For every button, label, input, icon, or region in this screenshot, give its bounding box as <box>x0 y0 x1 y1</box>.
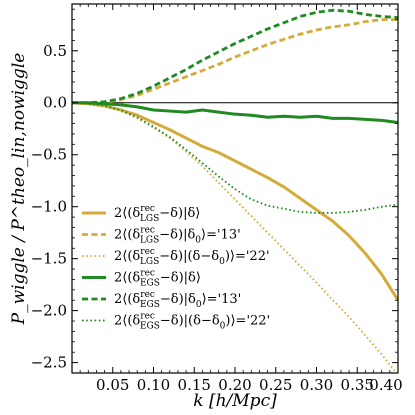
legend-prefix: 2 <box>114 249 122 264</box>
legend-bracket: ⟨(δ <box>122 314 140 329</box>
series-line-1 <box>72 18 398 105</box>
legend: 2⟨(δrec LGS−δ)|δ⟩2⟨(δrec LGS−δ)|δ0⟩='13'2⟨… <box>82 204 270 332</box>
plot-area <box>71 3 399 374</box>
axis-ticks: 0.05 0.10 0.15 0.20 0.25 0.30 0.350.40 0.5 0.0 −0… <box>31 4 403 394</box>
legend-sup: rec <box>140 290 155 300</box>
legend-mid-sub: 0 <box>220 322 226 332</box>
legend-label-0: 2⟨(δrec LGS−δ)|δ⟩ <box>114 204 200 224</box>
x-tick-label-2: 0.15 <box>178 376 211 394</box>
legend-sub: EGS <box>140 300 160 310</box>
legend-bracket: ⟨(δ <box>122 228 140 243</box>
legend-middle: −δ)|(δ−δ <box>160 314 220 329</box>
y-tick-label-0: 0.5 <box>43 42 67 60</box>
legend-label-5: 2⟨(δrec EGS−δ)|(δ−δ0)⟩='22' <box>114 312 270 332</box>
x-tick-label-3: 0.20 <box>218 376 251 394</box>
legend-middle2: ⟩='13' <box>201 228 241 243</box>
legend-mid-sub: 0 <box>195 236 201 246</box>
x-axis-title: k [h/Mpc] <box>193 391 277 411</box>
legend-sup: rec <box>140 247 155 257</box>
legend-sup: rec <box>140 226 155 236</box>
legend-middle2: )⟩='22' <box>225 249 270 264</box>
legend-label-2: 2⟨(δrec LGS−δ)|(δ−δ0)⟩='22' <box>114 247 270 267</box>
y-axis-title: P_wiggle / P^theo_lin,nowiggle <box>9 53 29 326</box>
legend-label-3: 2⟨(δrec EGS−δ)|δ⟩ <box>114 269 201 289</box>
y-tick-label-1: 0.0 <box>43 94 67 112</box>
legend-bracket: ⟨(δ <box>122 206 140 221</box>
x-tick-label-0: 0.05 <box>96 376 129 394</box>
y-tick-label-3: −1.0 <box>31 198 67 216</box>
legend-sub: LGS <box>140 236 159 246</box>
y-tick-label-5: −2.0 <box>31 302 67 320</box>
legend-label-4: 2⟨(δrec EGS−δ)|δ0⟩='13' <box>114 290 241 310</box>
y-tick-label-4: −1.5 <box>31 250 67 268</box>
legend-sup: rec <box>140 312 155 322</box>
legend-middle: −δ)|δ <box>159 228 195 243</box>
y-tick-label-2: −0.5 <box>31 146 67 164</box>
axis-labels: k [h/Mpc] P_wiggle / P^theo_lin,nowiggle <box>9 53 277 411</box>
legend-middle2: ⟩='13' <box>202 292 242 307</box>
legend-sub: LGS <box>140 214 159 224</box>
legend-prefix: 2 <box>114 206 122 221</box>
legend-middle: −δ)|δ⟩ <box>160 271 201 286</box>
series-line-4 <box>72 8 398 105</box>
legend-sub: EGS <box>140 322 160 332</box>
x-tick-label-5: 0.30 <box>300 376 333 394</box>
legend-middle: −δ)|δ <box>160 292 196 307</box>
x-tick-label-7: 0.40 <box>369 376 402 394</box>
legend-mid-sub: 0 <box>219 257 225 267</box>
series-line-3 <box>72 101 398 124</box>
legend-prefix: 2 <box>114 292 122 307</box>
legend-bracket: ⟨(δ <box>122 271 140 286</box>
legend-sup: rec <box>140 204 155 214</box>
legend-bracket: ⟨(δ <box>122 292 140 307</box>
legend-middle: −δ)|(δ−δ <box>159 249 219 264</box>
x-tick-label-1: 0.10 <box>137 376 170 394</box>
legend-label-1: 2⟨(δrec LGS−δ)|δ0⟩='13' <box>114 226 241 246</box>
x-tick-label-6: 0.35 <box>341 376 374 394</box>
legend-sup: rec <box>140 269 155 279</box>
legend-prefix: 2 <box>114 228 122 243</box>
legend-sub: EGS <box>140 279 160 289</box>
y-tick-label-6: −2.5 <box>31 354 67 372</box>
legend-mid-sub: 0 <box>196 300 202 310</box>
legend-middle2: )⟩='22' <box>225 314 270 329</box>
legend-bracket: ⟨(δ <box>122 249 140 264</box>
legend-prefix: 2 <box>114 314 122 329</box>
x-tick-label-4: 0.25 <box>259 376 292 394</box>
series-line-5 <box>72 101 398 214</box>
series-line-2 <box>72 101 398 373</box>
legend-middle: −δ)|δ⟩ <box>159 206 200 221</box>
legend-prefix: 2 <box>114 271 122 286</box>
legend-sub: LGS <box>140 257 159 267</box>
